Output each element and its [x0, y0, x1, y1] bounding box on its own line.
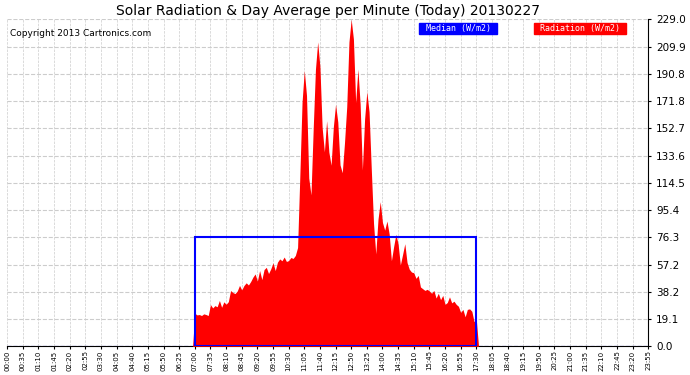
Title: Solar Radiation & Day Average per Minute (Today) 20130227: Solar Radiation & Day Average per Minute…: [116, 4, 540, 18]
Text: Radiation (W/m2): Radiation (W/m2): [535, 24, 625, 33]
Text: Copyright 2013 Cartronics.com: Copyright 2013 Cartronics.com: [10, 29, 152, 38]
Bar: [195, 237, 476, 346]
Text: Median (W/m2): Median (W/m2): [421, 24, 495, 33]
